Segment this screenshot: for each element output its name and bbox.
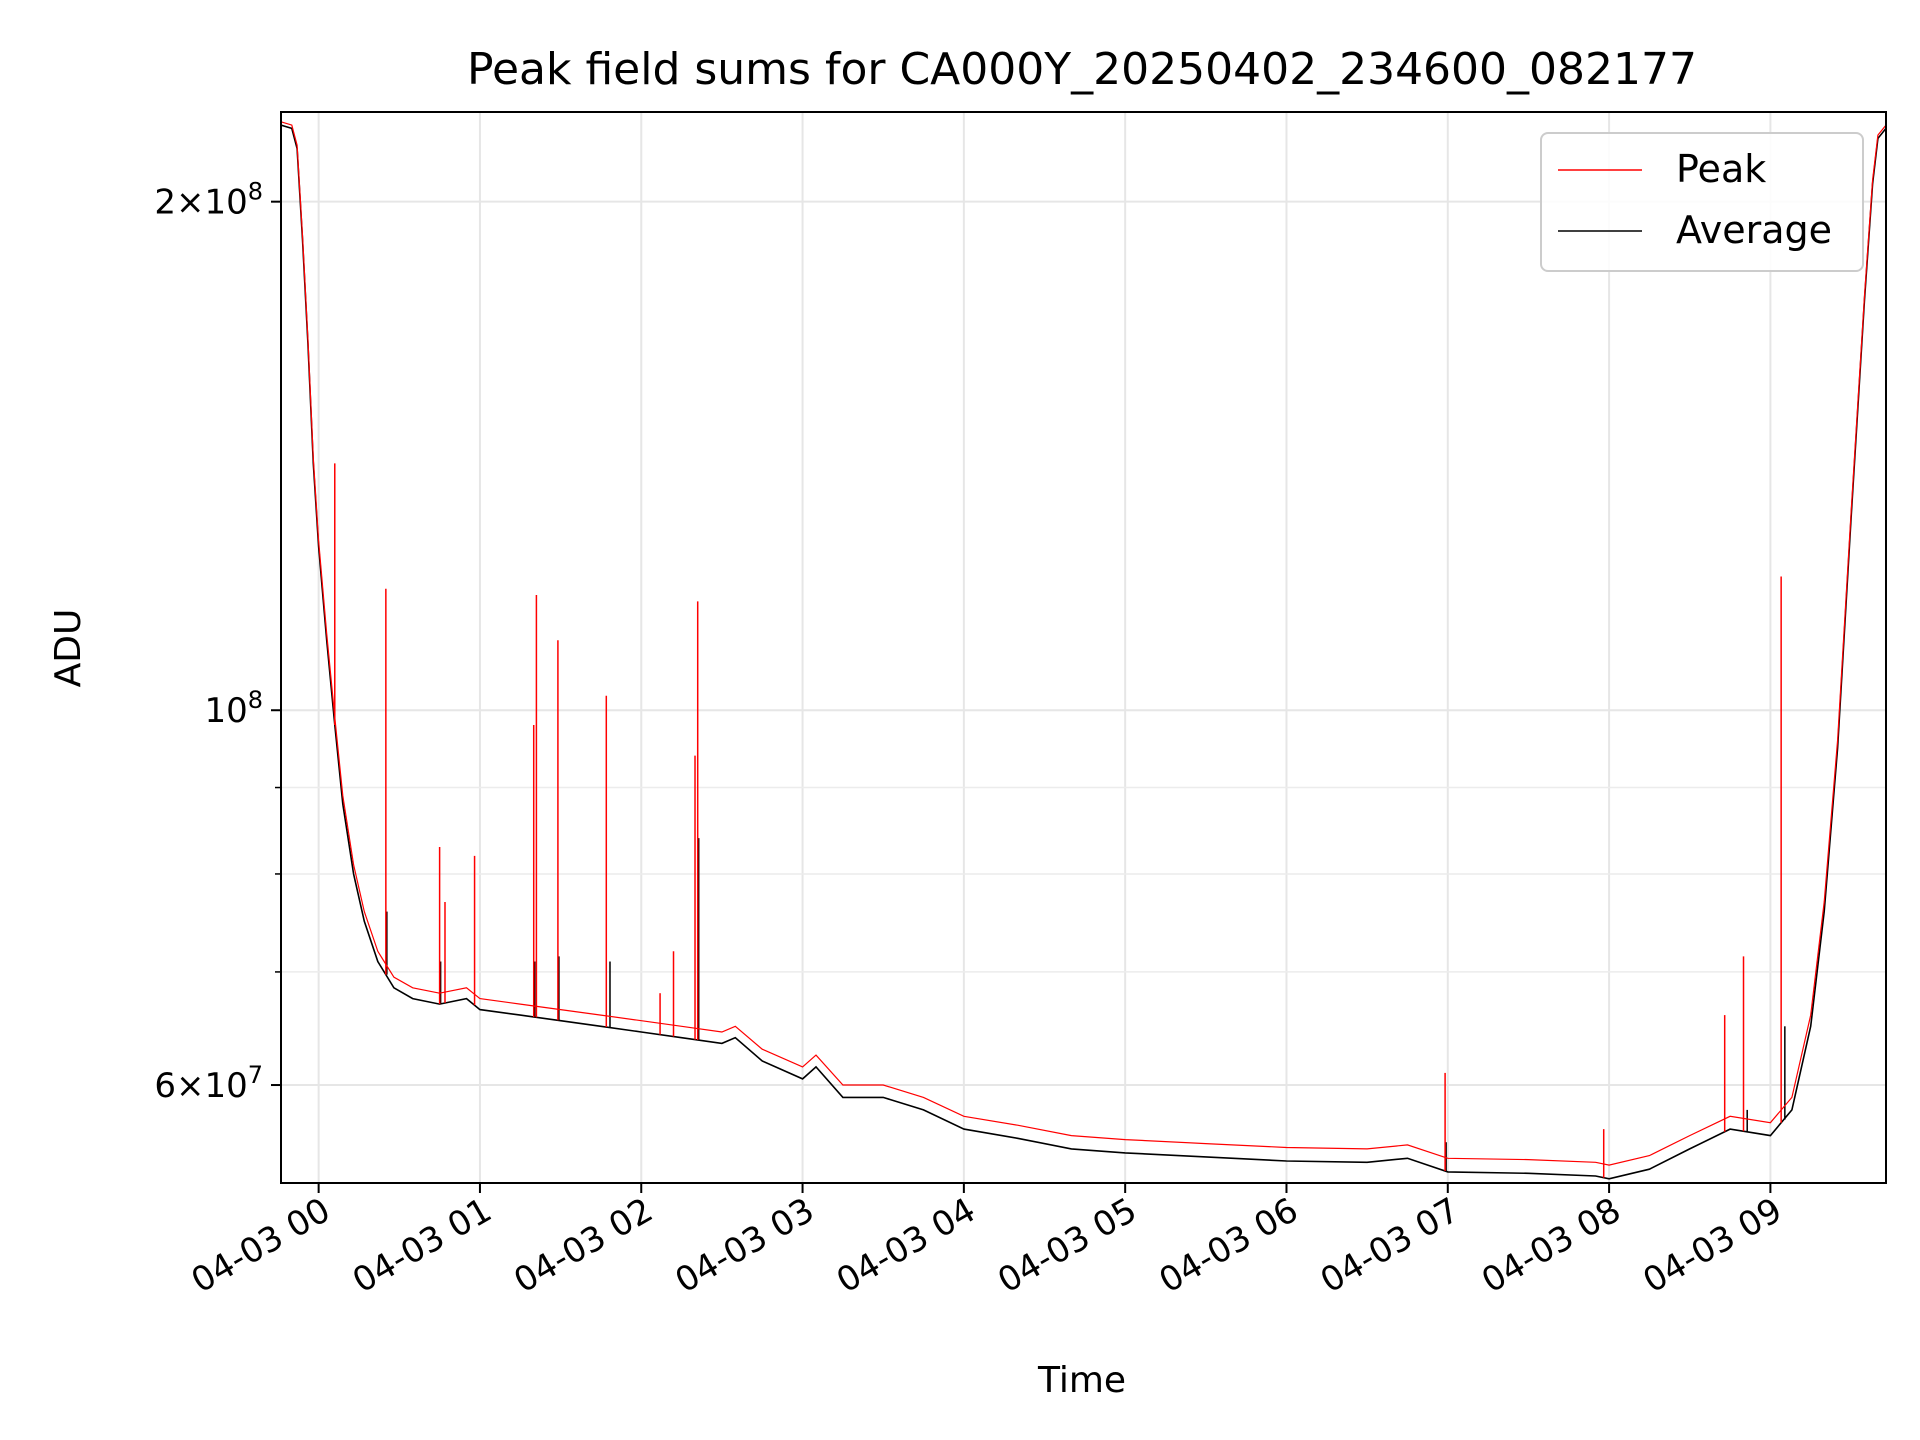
legend-box [1540, 132, 1864, 272]
plot-frame [280, 111, 1887, 1184]
peak-spikes [334, 463, 1782, 1178]
average-series-line [280, 124, 1887, 1180]
legend-label-average: Average [1676, 208, 1832, 252]
legend: Peak Average [1540, 132, 1864, 272]
x-axis-label: Time [1037, 1360, 1126, 1401]
grid [281, 112, 1886, 1183]
y-tick-label: 108 [204, 686, 263, 731]
y-tick-label: 6×107 [154, 1061, 263, 1106]
y-tick-label: 2×108 [154, 178, 263, 223]
chart-title: Peak field sums for CA000Y_20250402_2346… [467, 44, 1697, 95]
y-axis-label: ADU [48, 609, 89, 688]
peak-series-line [280, 121, 1887, 1166]
y-axis-ticks: 6×107 108 2×108 [154, 178, 281, 1106]
legend-label-peak: Peak [1676, 147, 1766, 191]
